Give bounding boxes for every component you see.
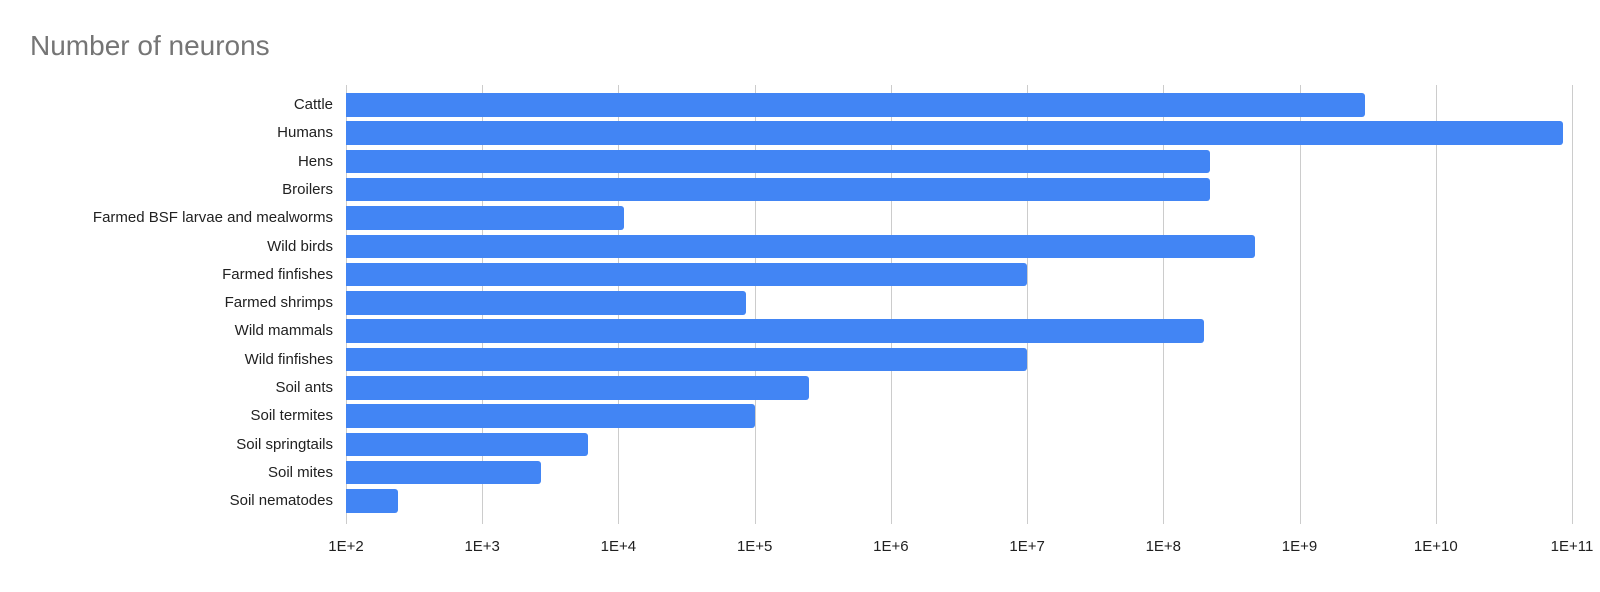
category-label: Broilers (282, 180, 333, 198)
gridline (1572, 85, 1573, 524)
x-tick-label: 1E+3 (464, 538, 500, 555)
bar[interactable] (346, 177, 1210, 202)
category-label: Farmed finfishes (222, 265, 333, 283)
gridline (890, 85, 892, 524)
bar[interactable] (346, 489, 398, 513)
bar[interactable] (346, 234, 1255, 258)
category-label: Wild birds (267, 237, 333, 255)
category-label: Farmed shrimps (224, 294, 333, 312)
category-label: Wild finfishes (244, 350, 333, 368)
bar[interactable] (346, 319, 1205, 343)
gridline (754, 85, 756, 524)
x-tick-label: 1E+10 (1413, 538, 1458, 555)
x-tick-label: 1E+8 (1145, 538, 1182, 555)
category-label: Soil mites (267, 463, 333, 481)
x-tick-label: 1E+7 (1009, 538, 1045, 555)
bar[interactable] (346, 206, 625, 230)
category-label: Soil nematodes (229, 492, 333, 510)
bar[interactable] (346, 376, 809, 400)
x-tick-label: 1E+9 (1281, 538, 1318, 555)
bar[interactable] (346, 121, 1564, 145)
bar[interactable] (346, 93, 1365, 117)
category-label: Hens (297, 152, 333, 170)
bar[interactable] (346, 149, 1210, 174)
gridline (1027, 85, 1029, 524)
bar[interactable] (346, 460, 541, 485)
category-label: Farmed BSF larvae and mealworms (92, 209, 333, 227)
chart-title: Number of neurons (30, 30, 270, 61)
bar[interactable] (346, 432, 589, 457)
x-tick-label: 1E+6 (873, 538, 909, 555)
category-label: Wild mammals (234, 322, 333, 340)
bar[interactable] (346, 347, 1028, 372)
x-tick-label: 1E+5 (736, 538, 773, 555)
category-label: Humans (277, 124, 333, 142)
x-tick-label: 1E+4 (600, 538, 637, 555)
category-label: Cattle (293, 96, 333, 113)
gridline (1435, 85, 1437, 524)
category-label: Soil termites (250, 407, 333, 425)
bar[interactable] (346, 262, 1028, 287)
bar[interactable] (346, 404, 755, 428)
gridline (1163, 85, 1165, 524)
x-tick-label: 1E+2 (328, 538, 364, 555)
category-label: Soil springtails (236, 435, 333, 453)
x-tick-label: 1E+11 (1550, 538, 1594, 555)
bar[interactable] (346, 291, 747, 315)
gridline (1299, 85, 1301, 524)
category-label: Soil ants (275, 379, 333, 396)
